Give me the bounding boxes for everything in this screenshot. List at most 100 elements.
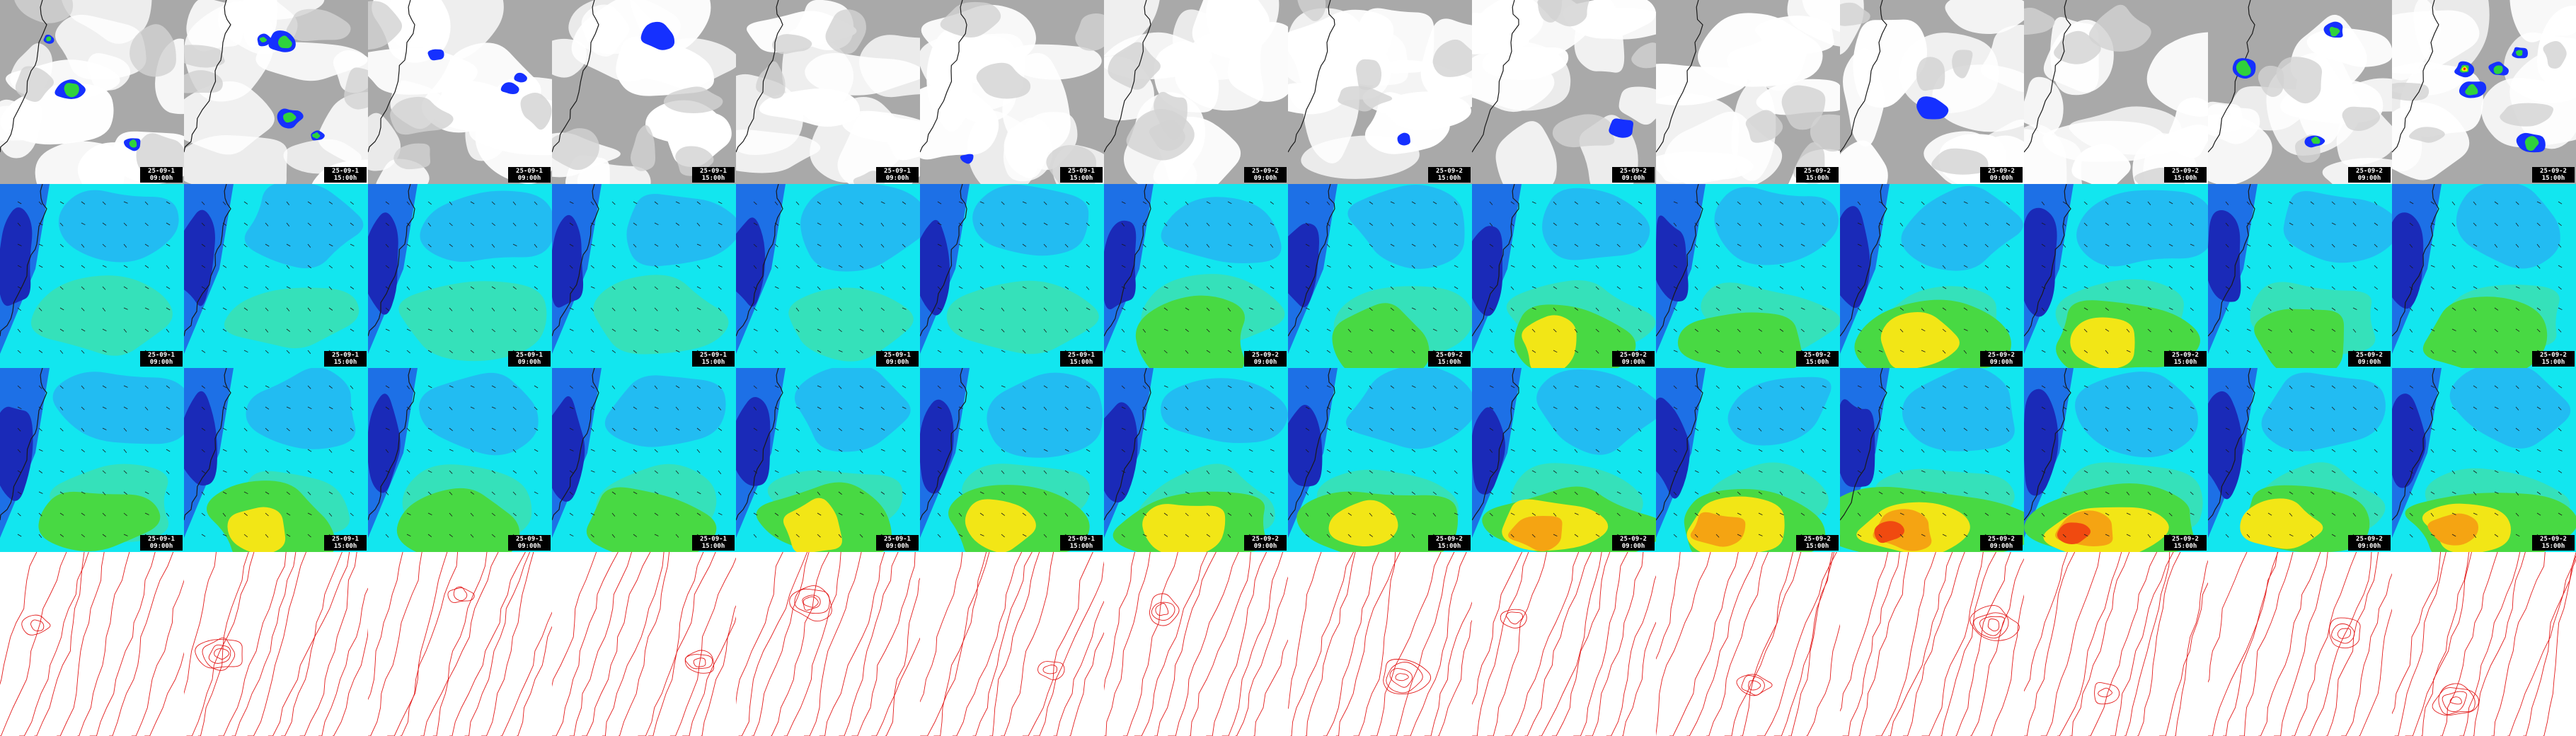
map-tile-clouds-precip-1[interactable]: 25-09-1 09:00h — [0, 0, 184, 184]
map-tile-wind-field-a-11[interactable]: 25-09-2 09:00h — [1840, 184, 2024, 368]
map-tile-clouds-precip-12[interactable]: 25-09-2 15:00h — [2024, 0, 2208, 184]
wind-arrow-icon — [2062, 201, 2067, 205]
map-tile-clouds-precip-8[interactable]: 25-09-2 15:00h — [1288, 0, 1472, 184]
map-tile-isobars-10[interactable] — [1656, 552, 1840, 736]
map-tile-wind-field-b-9[interactable]: 25-09-2 09:00h — [1472, 368, 1656, 552]
map-tile-clouds-precip-3[interactable]: 25-09-1 09:00h — [368, 0, 552, 184]
map-tile-clouds-precip-6[interactable]: 25-09-1 15:00h — [920, 0, 1104, 184]
map-tile-wind-field-a-6[interactable]: 25-09-1 15:00h — [920, 184, 1104, 368]
map-tile-wind-field-b-1[interactable]: 25-09-1 09:00h — [0, 368, 184, 552]
map-tile-wind-field-b-13[interactable]: 25-09-2 09:00h — [2208, 368, 2392, 552]
timestamp-date: 25-09-1 — [516, 168, 543, 175]
map-tile-wind-field-b-12[interactable]: 25-09-2 15:00h — [2024, 368, 2208, 552]
map-tile-wind-field-a-2[interactable]: 25-09-1 15:00h — [184, 184, 368, 368]
wind-arrow-icon — [1673, 427, 1678, 431]
wind-arrow-icon — [795, 406, 800, 409]
map-tile-clouds-precip-10[interactable]: 25-09-2 15:00h — [1656, 0, 1840, 184]
map-tile-isobars-13[interactable] — [2208, 552, 2392, 736]
map-tile-isobars-4[interactable] — [552, 552, 736, 736]
wind-arrow-icon — [2225, 491, 2229, 495]
timestamp-label: 25-09-2 15:00h — [2532, 351, 2575, 367]
isobar-ring — [1970, 605, 2020, 641]
wind-speed-band — [1840, 206, 1870, 309]
isobar-line — [464, 552, 531, 736]
map-tile-wind-field-a-10[interactable]: 25-09-2 15:00h — [1656, 184, 1840, 368]
timestamp-label: 25-09-1 09:00h — [876, 351, 919, 367]
wind-arrow-icon — [2006, 491, 2010, 495]
wind-arrow-icon — [1390, 491, 1395, 495]
wind-arrow-icon — [795, 243, 800, 248]
wind-arrow-icon — [222, 512, 226, 517]
wind-arrow-icon — [2006, 307, 2011, 311]
timestamp-time: 15:00h — [701, 543, 725, 550]
wind-arrow-icon — [201, 201, 205, 205]
map-tile-wind-field-a-3[interactable]: 25-09-1 09:00h — [368, 184, 552, 368]
wind-arrow-icon — [1673, 307, 1677, 311]
wind-arrow-icon — [2289, 307, 2294, 311]
map-tile-clouds-precip-2[interactable]: 25-09-1 15:00h — [184, 0, 368, 184]
map-tile-clouds-precip-13[interactable]: 25-09-2 09:00h — [2208, 0, 2392, 184]
map-tile-wind-field-a-7[interactable]: 25-09-2 09:00h — [1104, 184, 1288, 368]
wind-arrow-icon — [2289, 328, 2293, 333]
wind-arrow-icon — [1857, 307, 1861, 311]
map-tile-isobars-14[interactable] — [2392, 552, 2576, 736]
map-tile-wind-field-a-8[interactable]: 25-09-2 15:00h — [1288, 184, 1472, 368]
coastline-icon — [1656, 0, 1703, 153]
map-tile-wind-field-b-4[interactable]: 25-09-1 15:00h — [552, 368, 736, 552]
wind-arrow-icon — [1347, 449, 1352, 453]
wind-arrow-icon — [1878, 222, 1883, 226]
map-tile-isobars-9[interactable] — [1472, 552, 1656, 736]
map-tile-isobars-3[interactable] — [368, 552, 552, 736]
map-tile-wind-field-b-2[interactable]: 25-09-1 15:00h — [184, 368, 368, 552]
map-tile-clouds-precip-4[interactable]: 25-09-1 15:00h — [552, 0, 736, 184]
wind-arrow-icon — [902, 427, 906, 432]
wind-arrow-icon — [1779, 534, 1783, 538]
wind-arrow-icon — [2374, 427, 2378, 432]
map-tile-isobars-5[interactable] — [736, 552, 920, 736]
cloud-patch — [1537, 0, 1590, 27]
isobar-line — [1370, 552, 1442, 736]
wind-arrow-icon — [385, 201, 390, 205]
wind-arrow-icon — [838, 243, 842, 248]
map-tile-wind-field-a-14[interactable]: 25-09-2 15:00h — [2392, 184, 2576, 368]
map-tile-wind-field-a-13[interactable]: 25-09-2 09:00h — [2208, 184, 2392, 368]
map-tile-clouds-precip-7[interactable]: 25-09-2 09:00h — [1104, 0, 1288, 184]
map-tile-wind-field-a-9[interactable]: 25-09-2 09:00h — [1472, 184, 1656, 368]
map-tile-wind-field-a-5[interactable]: 25-09-1 09:00h — [736, 184, 920, 368]
timestamp-time: 15:00h — [2173, 359, 2197, 366]
map-tile-wind-field-b-5[interactable]: 25-09-1 09:00h — [736, 368, 920, 552]
map-tile-clouds-precip-14[interactable]: 25-09-2 15:00h — [2392, 0, 2576, 184]
timestamp-label: 25-09-2 09:00h — [2348, 351, 2391, 367]
map-tile-wind-field-a-4[interactable]: 25-09-1 15:00h — [552, 184, 736, 368]
map-tile-isobars-6[interactable] — [920, 552, 1104, 736]
wind-arrow-icon — [902, 265, 906, 269]
wind-arrow-icon — [1454, 222, 1459, 226]
map-tile-isobars-7[interactable] — [1104, 552, 1288, 736]
wind-arrow-icon — [1737, 470, 1742, 473]
map-tile-wind-field-a-1[interactable]: 25-09-1 09:00h — [0, 184, 184, 368]
map-tile-wind-field-a-12[interactable]: 25-09-2 15:00h — [2024, 184, 2208, 368]
map-tile-wind-field-b-8[interactable]: 25-09-2 15:00h — [1288, 368, 1472, 552]
map-tile-wind-field-b-6[interactable]: 25-09-1 15:00h — [920, 368, 1104, 552]
map-tile-isobars-1[interactable] — [0, 552, 184, 736]
wind-arrow-icon — [2473, 243, 2478, 247]
map-tile-isobars-2[interactable] — [184, 552, 368, 736]
wind-arrow-icon — [817, 201, 822, 205]
map-tile-wind-field-b-11[interactable]: 25-09-2 09:00h — [1840, 368, 2024, 552]
map-tile-wind-field-b-3[interactable]: 25-09-1 09:00h — [368, 368, 552, 552]
wind-arrow-icon — [611, 286, 616, 290]
wind-arrow-icon — [1531, 534, 1536, 538]
map-tile-wind-field-b-10[interactable]: 25-09-2 15:00h — [1656, 368, 1840, 552]
map-tile-clouds-precip-9[interactable]: 25-09-2 09:00h — [1472, 0, 1656, 184]
wind-speed-band — [1332, 303, 1430, 368]
map-tile-isobars-11[interactable] — [1840, 552, 2024, 736]
wind-arrow-icon — [2536, 328, 2541, 333]
map-tile-isobars-12[interactable] — [2024, 552, 2208, 736]
precip-area — [277, 35, 292, 49]
map-tile-wind-field-b-7[interactable]: 25-09-2 09:00h — [1104, 368, 1288, 552]
map-tile-clouds-precip-5[interactable]: 25-09-1 09:00h — [736, 0, 920, 184]
map-tile-wind-field-b-14[interactable]: 25-09-2 15:00h — [2392, 368, 2576, 552]
map-canvas — [2024, 368, 2208, 552]
map-tile-clouds-precip-11[interactable]: 25-09-2 09:00h — [1840, 0, 2024, 184]
map-tile-isobars-8[interactable] — [1288, 552, 1472, 736]
